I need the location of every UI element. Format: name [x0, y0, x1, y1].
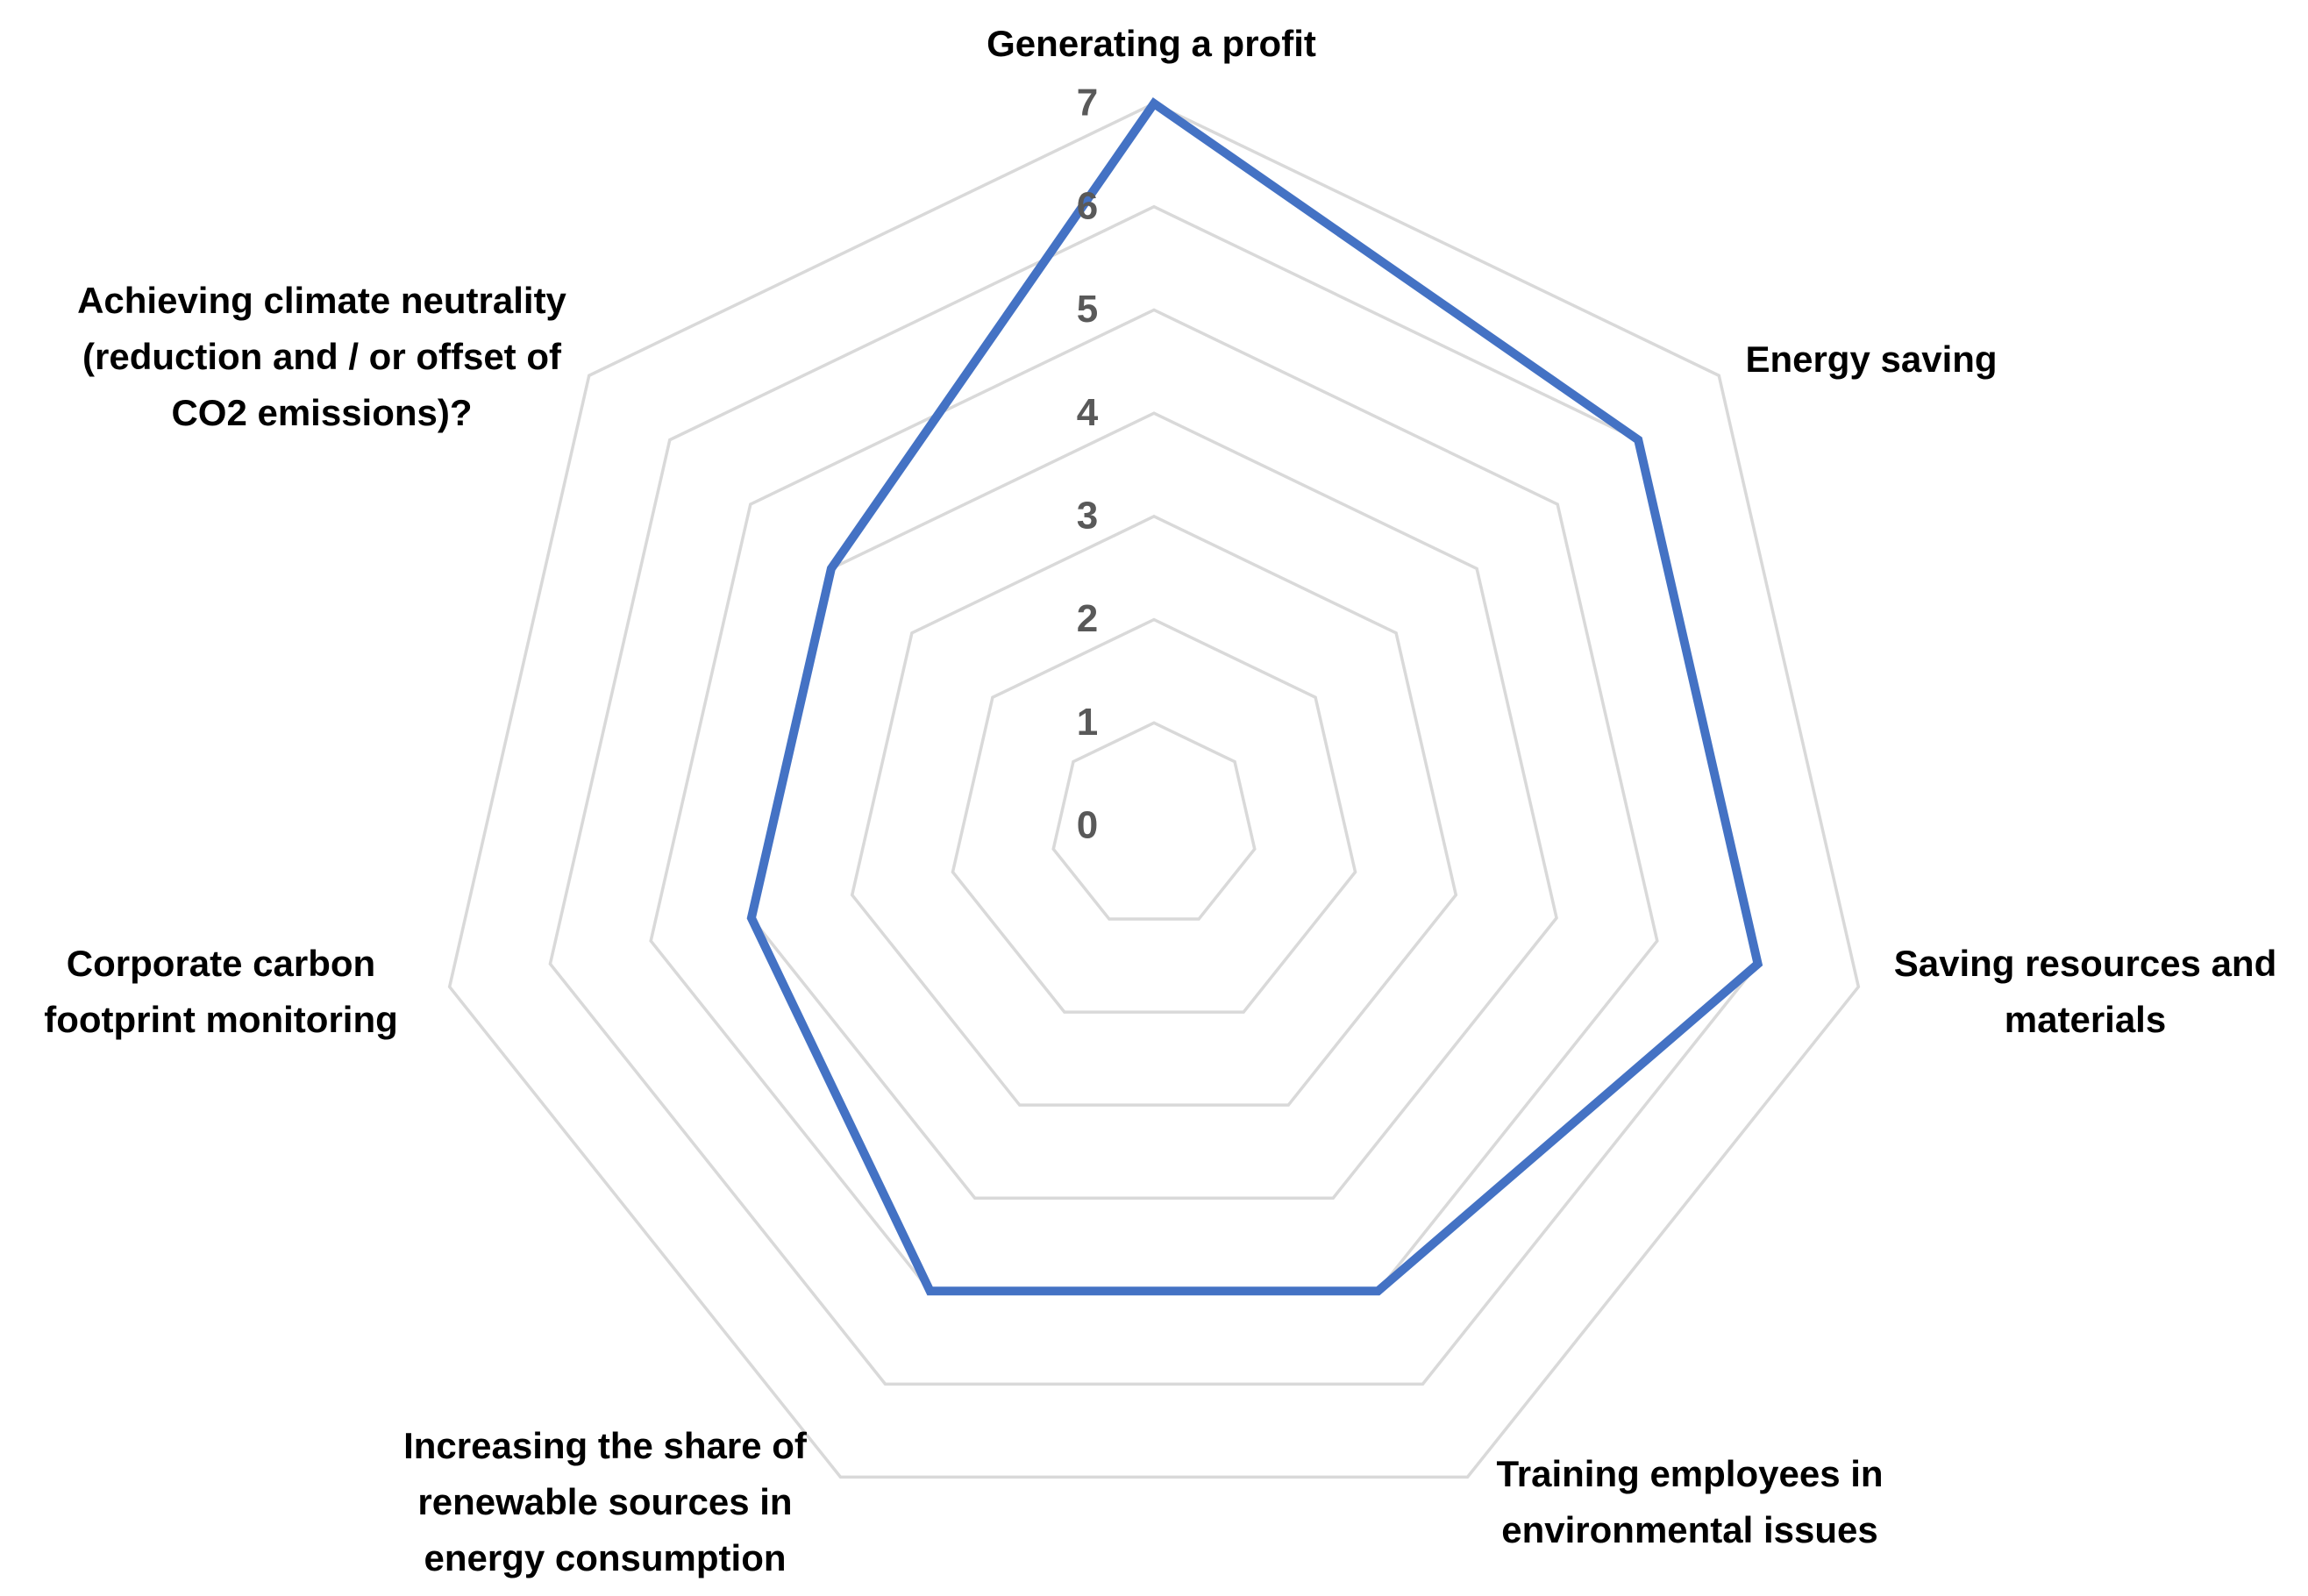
category-label: Increasing the share of renewable source… [403, 1425, 807, 1578]
r-tick-label: 4 [1077, 391, 1099, 434]
category-label: Saving resources and materials [1893, 943, 2277, 1040]
series-line [746, 97, 1763, 1296]
grid-ring [447, 102, 1861, 1479]
grid-ring [850, 514, 1458, 1107]
r-tick-label: 7 [1077, 82, 1098, 125]
category-label: Achieving climate neutrality (reduction … [77, 280, 566, 433]
grid-ring [649, 308, 1659, 1293]
category-label: Generating a profit [987, 23, 1316, 64]
grid-ring [1051, 721, 1257, 921]
r-tick-label: 3 [1077, 494, 1098, 537]
grid-ring [951, 617, 1357, 1014]
category-label: Energy saving [1745, 338, 1998, 380]
grid-ring [548, 204, 1760, 1386]
r-tick-label: 0 [1077, 804, 1098, 847]
r-tick-label: 5 [1077, 288, 1098, 331]
r-tick-label: 6 [1077, 184, 1098, 227]
r-tick-label: 1 [1077, 701, 1098, 744]
category-label: Corporate carbon footprint monitoring [44, 943, 398, 1040]
category-label: Training employees in environmental issu… [1496, 1453, 1884, 1550]
r-tick-label: 2 [1077, 597, 1098, 640]
